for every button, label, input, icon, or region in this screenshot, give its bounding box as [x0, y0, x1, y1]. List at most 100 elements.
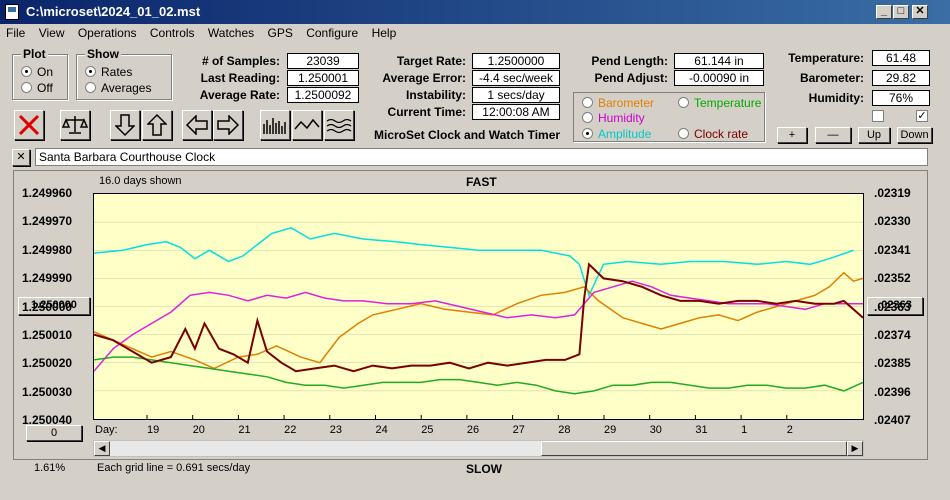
menu-help[interactable]: Help	[371, 26, 397, 40]
series-line-barometer	[93, 271, 864, 370]
minimize-button[interactable]: _	[876, 5, 892, 19]
balance-button[interactable]	[60, 110, 90, 140]
env-checkbox-1[interactable]	[872, 110, 884, 122]
up-button[interactable]: Up	[858, 127, 890, 143]
menu-configure[interactable]: Configure	[306, 26, 359, 40]
menu-gps[interactable]: GPS	[267, 26, 293, 40]
pend-length-value: 61.144 in	[674, 53, 764, 69]
series-option-temperature[interactable]: Temperature	[678, 96, 761, 110]
title-bar[interactable]: C:\microset\2024_01_02.mst _ □ ✕	[0, 0, 950, 24]
scroll-right-button[interactable]	[213, 110, 243, 140]
maximize-button[interactable]: □	[893, 5, 909, 19]
move-down-button[interactable]	[110, 110, 140, 140]
plot-group: Plot On Off	[12, 47, 68, 100]
right-axis-tick: .02385	[874, 356, 911, 371]
day-axis-tick: 19	[147, 424, 160, 436]
target-rate-label: Target Rate:	[396, 54, 466, 68]
temperature-value: 61.48	[872, 50, 930, 66]
arrow-right-icon	[217, 115, 240, 135]
move-up-button[interactable]	[142, 110, 172, 140]
menu-watches[interactable]: Watches	[207, 26, 255, 40]
right-axis-tick: .02352	[874, 271, 911, 286]
average-error-label: Average Error:	[382, 71, 466, 85]
multi-line-view-button[interactable]	[324, 110, 354, 140]
left-axis-tick: 1.249990	[22, 271, 73, 286]
right-axis-tick: .02363	[874, 299, 911, 314]
grid-note-label: Each grid line = 0.691 secs/day	[97, 462, 251, 474]
plot-group-label: Plot	[21, 47, 48, 61]
right-axis-tick: .02319	[874, 186, 911, 200]
left-axis-tick: 1.249970	[22, 214, 73, 229]
left-axis-tick: 1.250040	[22, 413, 73, 428]
app-caption: MicroSet Clock and Watch Timer	[374, 128, 561, 142]
minus-button[interactable]: —	[815, 127, 851, 143]
average-error-value: -4.4 sec/week	[472, 70, 560, 86]
down-button[interactable]: Down	[897, 127, 932, 143]
chart-frame	[13, 170, 928, 460]
rate-chart	[93, 221, 864, 419]
instability-value: 1 secs/day	[472, 87, 560, 103]
env-checkbox-2[interactable]: ✓	[916, 110, 928, 122]
show-group: Show Rates Averages	[76, 47, 172, 100]
close-button[interactable]: ✕	[912, 5, 928, 19]
plot-on-radio[interactable]: On	[21, 65, 53, 79]
menu-controls[interactable]: Controls	[149, 26, 195, 40]
multi-wave-icon	[326, 118, 352, 134]
histogram-view-button[interactable]	[260, 110, 290, 140]
day-axis-label: Day:	[95, 424, 118, 436]
left-axis-tick: 1.250030	[22, 384, 73, 399]
scroll-left-arrow-icon[interactable]: ◀	[94, 441, 110, 456]
temperature-label: Temperature:	[788, 51, 864, 65]
humidity-label: Humidity:	[808, 91, 864, 105]
menu-operations[interactable]: Operations	[77, 26, 137, 40]
show-rates-radio[interactable]: Rates	[85, 65, 132, 79]
day-axis-tick: 29	[604, 424, 617, 436]
plot-off-radio[interactable]: Off	[21, 81, 53, 95]
arrow-up-icon	[147, 113, 167, 136]
day-axis-tick: 22	[284, 424, 297, 436]
left-axis-center-button[interactable]: 1.250000	[18, 297, 90, 315]
target-rate-value[interactable]: 1.2500000	[472, 53, 560, 69]
day-axis-tick: 21	[238, 424, 251, 436]
left-axis-tick: 1.249980	[22, 242, 73, 257]
plus-button[interactable]: +	[777, 127, 807, 143]
arrow-left-icon	[185, 115, 208, 135]
current-time-label: Current Time:	[387, 105, 466, 119]
right-axis-center-button[interactable]: .02363	[867, 297, 923, 315]
day-axis-tick: 2	[786, 424, 793, 436]
stop-button[interactable]	[14, 110, 44, 140]
series-option-barometer[interactable]: Barometer	[582, 96, 654, 110]
scroll-left-button[interactable]	[182, 110, 212, 140]
scroll-right-arrow-icon[interactable]: ▶	[847, 441, 863, 456]
menu-view[interactable]: View	[38, 26, 65, 40]
day-axis-tick: 23	[329, 424, 343, 436]
show-averages-radio[interactable]: Averages	[85, 81, 151, 95]
series-option-clock-rate[interactable]: Clock rate	[678, 127, 748, 141]
instability-label: Instability:	[405, 88, 466, 102]
day-axis-tick: 30	[649, 424, 662, 436]
line-wave-icon	[294, 118, 320, 130]
series-option-amplitude[interactable]: Amplitude	[582, 127, 651, 141]
right-axis-tick: .02341	[874, 242, 911, 257]
scroll-thumb[interactable]	[541, 441, 847, 456]
last-reading-label: Last Reading:	[200, 71, 280, 85]
series-options-box: Barometer Temperature Humidity Amplitude…	[573, 92, 765, 142]
left-axis-tick: 1.250000	[22, 299, 73, 314]
line-view-button[interactable]	[292, 110, 322, 140]
clock-name-input[interactable]: Santa Barbara Courthouse Clock	[35, 148, 928, 166]
series-option-humidity[interactable]: Humidity	[582, 111, 645, 125]
app-icon[interactable]	[5, 4, 19, 20]
horizontal-scrollbar[interactable]: ◀ ▶	[93, 440, 864, 457]
current-time-value: 12:00:08 AM	[472, 104, 560, 120]
zero-button[interactable]: 0	[26, 425, 82, 441]
day-axis-tick: 1	[741, 424, 748, 436]
right-axis-tick: .02407	[874, 413, 911, 428]
right-axis-tick: .02330	[874, 214, 911, 229]
barometer-label: Barometer:	[799, 71, 864, 85]
menu-file[interactable]: File	[6, 26, 26, 40]
plot-area[interactable]	[93, 193, 864, 420]
samples-label: # of Samples:	[201, 54, 280, 68]
clear-clock-name-button[interactable]: ✕	[12, 149, 30, 166]
percent-label: 1.61%	[34, 462, 66, 474]
left-axis-tick: 1.250010	[22, 328, 73, 342]
